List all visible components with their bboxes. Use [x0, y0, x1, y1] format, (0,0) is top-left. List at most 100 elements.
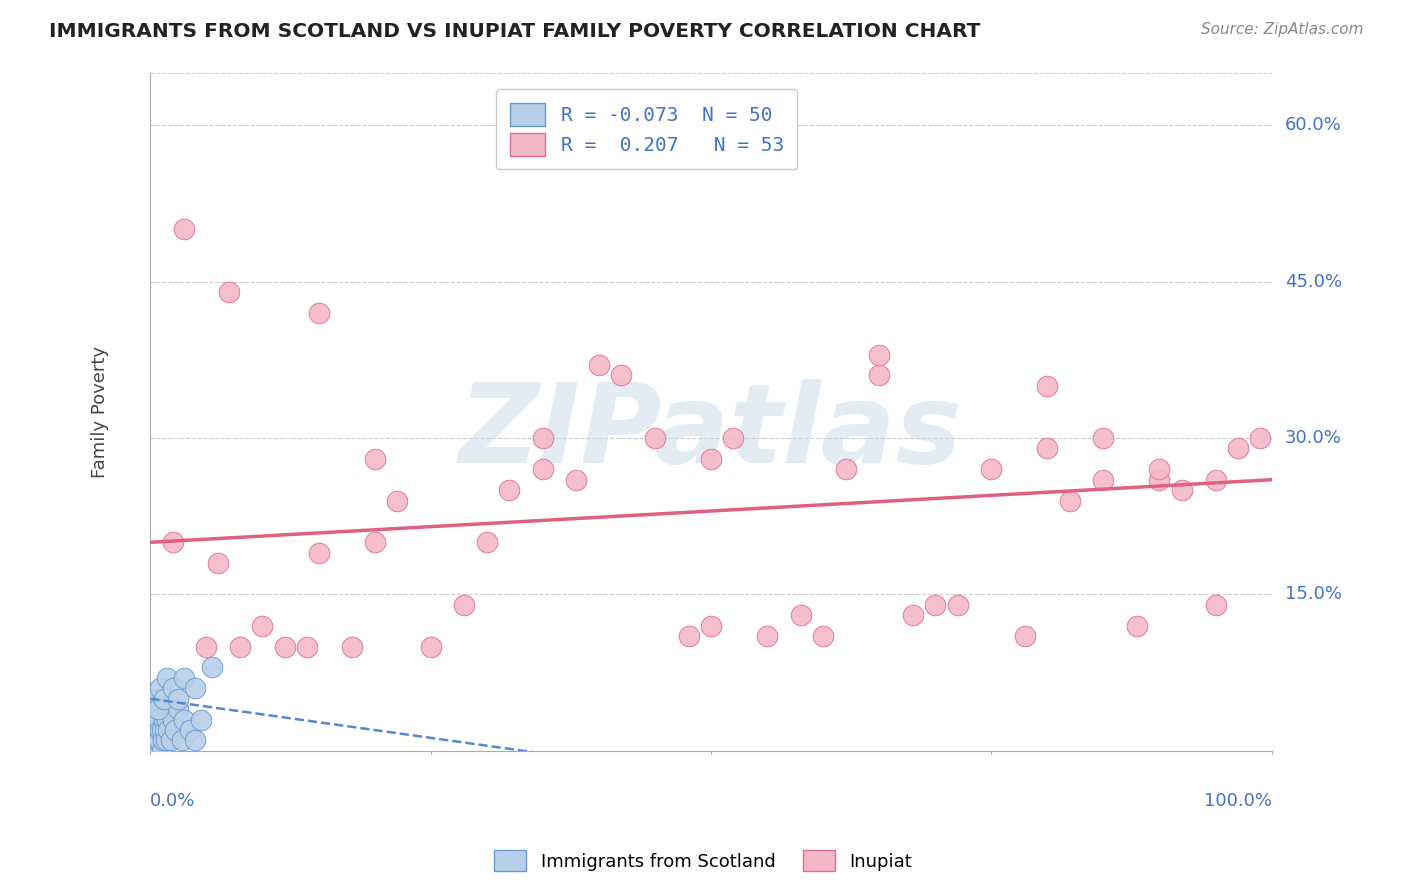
- Point: [170, 733, 193, 747]
- Point: [190, 713, 212, 727]
- Point: [153, 691, 176, 706]
- Point: [308, 546, 330, 560]
- Point: [150, 744, 173, 758]
- Point: [1126, 618, 1149, 632]
- Point: [678, 629, 700, 643]
- Point: [148, 723, 170, 737]
- Text: IMMIGRANTS FROM SCOTLAND VS INUPIAT FAMILY POVERTY CORRELATION CHART: IMMIGRANTS FROM SCOTLAND VS INUPIAT FAMI…: [49, 22, 980, 41]
- Point: [173, 671, 195, 685]
- Point: [141, 733, 163, 747]
- Text: 45.0%: 45.0%: [1285, 273, 1343, 291]
- Point: [453, 598, 475, 612]
- Point: [901, 608, 924, 623]
- Point: [207, 556, 229, 570]
- Point: [498, 483, 520, 498]
- Point: [475, 535, 498, 549]
- Point: [1149, 473, 1171, 487]
- Point: [141, 723, 163, 737]
- Point: [201, 660, 224, 674]
- Point: [153, 713, 176, 727]
- Point: [789, 608, 811, 623]
- Point: [153, 723, 176, 737]
- Text: Source: ZipAtlas.com: Source: ZipAtlas.com: [1201, 22, 1364, 37]
- Point: [142, 733, 165, 747]
- Point: [756, 629, 779, 643]
- Point: [588, 358, 610, 372]
- Point: [565, 473, 588, 487]
- Point: [1171, 483, 1194, 498]
- Point: [139, 733, 162, 747]
- Point: [179, 723, 201, 737]
- Point: [252, 618, 274, 632]
- Point: [700, 618, 723, 632]
- Point: [142, 744, 165, 758]
- Point: [142, 733, 165, 747]
- Point: [811, 629, 834, 643]
- Point: [1036, 379, 1059, 393]
- Point: [146, 713, 169, 727]
- Point: [167, 691, 190, 706]
- Point: [163, 723, 186, 737]
- Point: [157, 723, 180, 737]
- Point: [1014, 629, 1036, 643]
- Point: [173, 222, 195, 236]
- Point: [141, 744, 163, 758]
- Text: Family Poverty: Family Poverty: [91, 346, 108, 478]
- Point: [148, 733, 170, 747]
- Legend: R = -0.073  N = 50, R =  0.207   N = 53: R = -0.073 N = 50, R = 0.207 N = 53: [496, 89, 797, 169]
- Text: 100.0%: 100.0%: [1204, 791, 1271, 810]
- Point: [1059, 493, 1081, 508]
- Point: [868, 368, 890, 383]
- Point: [1205, 598, 1227, 612]
- Point: [700, 451, 723, 466]
- Point: [340, 640, 363, 654]
- Point: [1036, 442, 1059, 456]
- Point: [142, 702, 165, 716]
- Point: [148, 702, 170, 716]
- Point: [167, 702, 190, 716]
- Text: ZIPatlas: ZIPatlas: [460, 379, 963, 486]
- Point: [868, 348, 890, 362]
- Point: [139, 723, 162, 737]
- Point: [173, 713, 195, 727]
- Point: [1092, 431, 1115, 445]
- Point: [142, 713, 165, 727]
- Point: [531, 462, 554, 476]
- Text: 0.0%: 0.0%: [150, 791, 195, 810]
- Point: [162, 681, 184, 696]
- Point: [1249, 431, 1271, 445]
- Point: [155, 733, 177, 747]
- Point: [148, 713, 170, 727]
- Point: [218, 285, 240, 299]
- Point: [159, 733, 181, 747]
- Point: [363, 535, 385, 549]
- Point: [1226, 442, 1249, 456]
- Point: [149, 681, 172, 696]
- Point: [150, 723, 173, 737]
- Point: [145, 744, 167, 758]
- Point: [946, 598, 969, 612]
- Point: [162, 713, 184, 727]
- Point: [139, 744, 162, 758]
- Point: [156, 671, 179, 685]
- Point: [184, 733, 207, 747]
- Point: [143, 733, 166, 747]
- Point: [142, 723, 165, 737]
- Point: [723, 431, 745, 445]
- Point: [143, 713, 166, 727]
- Point: [308, 306, 330, 320]
- Point: [184, 681, 207, 696]
- Point: [156, 713, 179, 727]
- Point: [924, 598, 946, 612]
- Point: [152, 733, 174, 747]
- Point: [834, 462, 856, 476]
- Point: [229, 640, 252, 654]
- Point: [363, 451, 385, 466]
- Text: 15.0%: 15.0%: [1285, 585, 1343, 604]
- Point: [145, 723, 167, 737]
- Text: 60.0%: 60.0%: [1285, 116, 1341, 134]
- Point: [149, 723, 172, 737]
- Legend: Immigrants from Scotland, Inupiat: Immigrants from Scotland, Inupiat: [486, 843, 920, 879]
- Point: [162, 535, 184, 549]
- Point: [1092, 473, 1115, 487]
